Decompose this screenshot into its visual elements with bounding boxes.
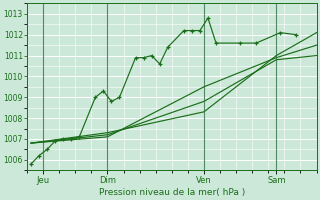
X-axis label: Pression niveau de la mer( hPa ): Pression niveau de la mer( hPa )	[99, 188, 245, 197]
